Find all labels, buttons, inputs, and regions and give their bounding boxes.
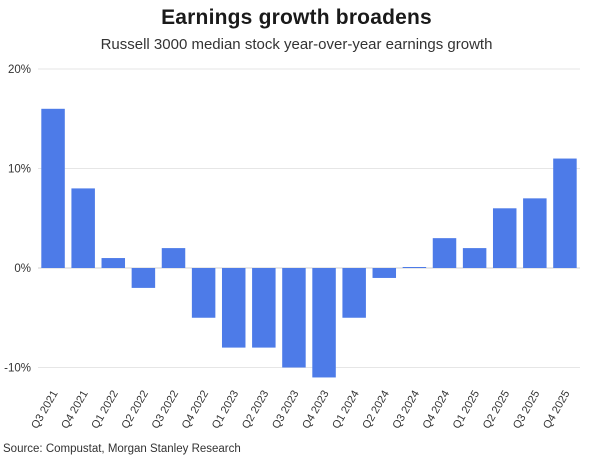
bar (432, 238, 457, 268)
x-tick-label: Q3 2024 (390, 389, 421, 432)
x-tick-label: Q1 2025 (451, 388, 482, 431)
bar (312, 268, 336, 378)
bar (252, 268, 276, 348)
bars (41, 108, 577, 378)
bar (523, 198, 547, 268)
x-tick-label: Q3 2021 (29, 389, 60, 432)
bar (342, 268, 366, 318)
y-tick-label: 10% (8, 164, 31, 176)
chart-subtitle: Russell 3000 median stock year-over-year… (100, 36, 493, 53)
bar (221, 268, 246, 348)
bar (71, 188, 95, 268)
y-tick-label: 0% (14, 263, 31, 275)
x-tick-label: Q2 2022 (119, 389, 150, 432)
bar (462, 248, 487, 268)
bar (41, 108, 65, 268)
x-tick-label: Q2 2023 (240, 389, 271, 432)
gridlines (38, 68, 580, 368)
bar (191, 268, 216, 318)
bar (492, 208, 517, 268)
x-tick-label: Q4 2025 (541, 389, 572, 432)
chart-title: Earnings growth broadens (161, 6, 432, 29)
bar (282, 268, 306, 368)
bar (161, 248, 186, 268)
x-tick-label: Q4 2023 (300, 389, 331, 432)
bar (372, 268, 397, 278)
y-tick-label: 20% (8, 64, 31, 76)
x-tick-label: Q1 2022 (89, 389, 120, 432)
y-tick-label: -10% (4, 363, 31, 375)
bar (101, 258, 126, 268)
x-tick-label: Q1 2023 (210, 389, 241, 432)
x-tick-label: Q2 2024 (360, 389, 391, 432)
y-axis-ticks: 20% 10% 0% -10% (4, 64, 31, 375)
x-tick-label: Q3 2022 (150, 389, 181, 432)
x-tick-label: Q3 2023 (270, 389, 301, 432)
bar (131, 268, 156, 288)
x-tick-label: Q2 2025 (481, 389, 512, 432)
source-note: Source: Compustat, Morgan Stanley Resear… (3, 443, 241, 455)
x-tick-label: Q4 2021 (59, 389, 90, 432)
x-tick-label: Q1 2024 (330, 389, 361, 432)
x-tick-label: Q4 2024 (421, 389, 452, 432)
bar (402, 267, 427, 268)
x-tick-label: Q4 2022 (180, 389, 211, 432)
x-tick-label: Q3 2025 (511, 389, 542, 432)
bar (553, 158, 577, 268)
